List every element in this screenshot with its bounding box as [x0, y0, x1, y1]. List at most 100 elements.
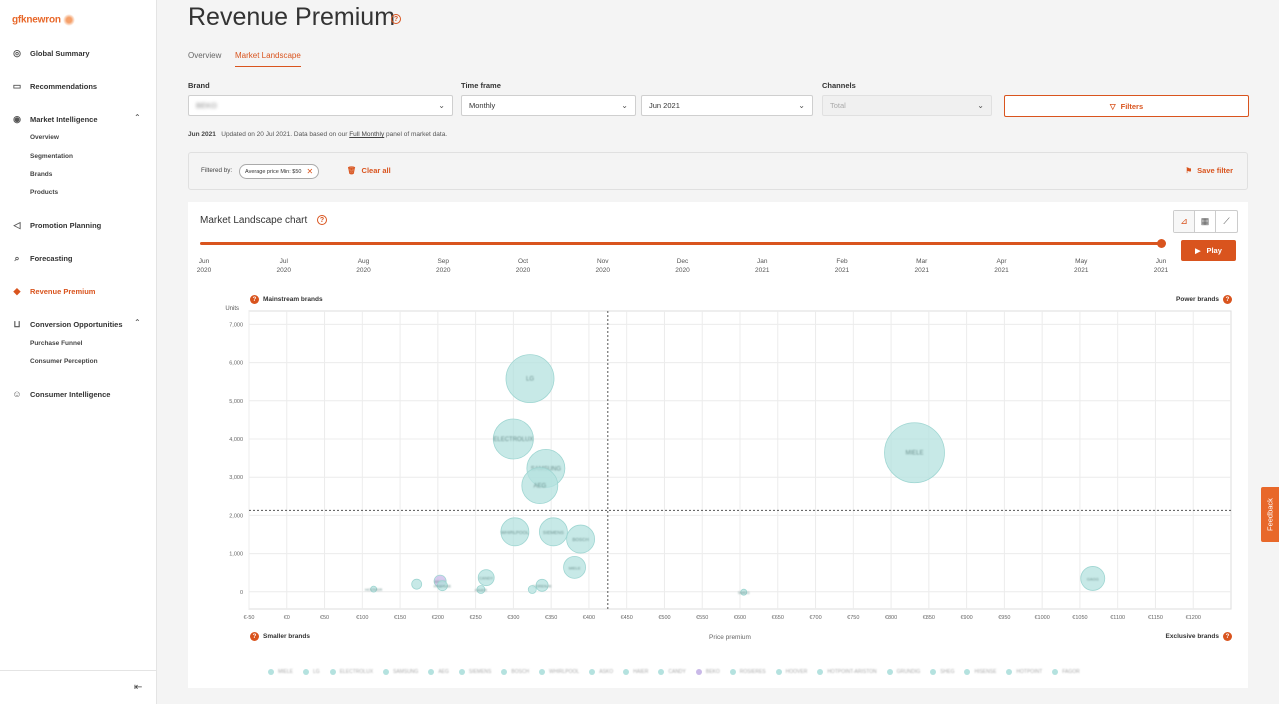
play-button[interactable]: ▶ Play	[1181, 240, 1236, 261]
collapse-left-icon[interactable]: ⇤	[134, 682, 143, 693]
legend-label: HOTPOINT-ARISTON	[827, 669, 877, 675]
save-filter-button[interactable]: ⚑ Save filter	[1185, 166, 1233, 175]
tab-overview[interactable]: Overview	[188, 51, 222, 60]
timeline-tick-year: 2020	[595, 267, 610, 274]
brand-bubble[interactable]	[370, 585, 378, 593]
timeline-tick[interactable]: Dec 2020	[668, 257, 698, 275]
legend-item[interactable]: BOSCH	[501, 669, 529, 675]
brand-bubble[interactable]	[436, 580, 448, 592]
help-icon[interactable]: ?	[1223, 295, 1232, 304]
brand-bubble[interactable]	[527, 585, 537, 594]
sidebar-subitem-brands[interactable]: Brands	[30, 171, 53, 178]
legend-item[interactable]: GRUNDIG	[886, 669, 920, 675]
timeline-tick[interactable]: May 2021	[1066, 257, 1096, 275]
brand-bubble[interactable]	[476, 585, 486, 594]
help-icon[interactable]: ?	[250, 632, 259, 641]
timeframe-select[interactable]: Monthly ⌄	[461, 95, 636, 116]
gfknewron-logo[interactable]: gfknewron	[12, 14, 75, 26]
timeline-tick-month: Dec	[676, 258, 689, 265]
x-tick-label: €900	[960, 615, 972, 621]
brand-bubble[interactable]	[492, 418, 534, 460]
legend-item[interactable]: FAGOR	[1052, 669, 1080, 675]
legend-item[interactable]: ELECTROLUX	[329, 669, 373, 675]
sidebar-item-revenue-premium[interactable]: ◆ Revenue Premium	[13, 285, 96, 296]
legend-item[interactable]: CANDY	[658, 669, 686, 675]
legend-item[interactable]: HOTPOINT	[1006, 669, 1042, 675]
legend-item[interactable]: HISENSE	[964, 669, 996, 675]
sidebar-subitem-segmentation[interactable]: Segmentation	[30, 153, 73, 160]
help-icon[interactable]: ?	[250, 295, 259, 304]
legend-item[interactable]: HAIER	[623, 669, 648, 675]
chevron-up-icon[interactable]: ⌃	[134, 113, 141, 122]
x-tick-label: €250	[469, 615, 481, 621]
sidebar-item-consumer-intelligence[interactable]: ☺ Consumer Intelligence	[12, 389, 111, 399]
table-view-icon[interactable]: ▦	[1195, 211, 1216, 232]
brand-bubble[interactable]	[539, 517, 568, 547]
period-select[interactable]: Jun 2021 ⌄	[641, 95, 813, 116]
brand-bubble[interactable]	[566, 524, 596, 554]
brand-bubble[interactable]	[521, 467, 559, 504]
help-icon[interactable]: ?	[1223, 632, 1232, 641]
chevron-up-icon[interactable]: ⌃	[134, 318, 141, 327]
legend-item[interactable]: ASKO	[589, 669, 613, 675]
brand-bubble[interactable]	[563, 555, 586, 579]
legend-item[interactable]: SHEG	[930, 669, 954, 675]
help-icon[interactable]: ?	[317, 215, 327, 225]
line-chart-view-icon[interactable]: ⟋	[1223, 216, 1230, 226]
legend-item[interactable]: LG	[303, 669, 320, 675]
sidebar-subitem-consumer-perception[interactable]: Consumer Perception	[30, 358, 98, 365]
timeline-tick[interactable]: Aug 2020	[349, 257, 379, 275]
sidebar-item-global-summary[interactable]: ◎ Global Summary	[13, 47, 90, 58]
sidebar-item-forecasting[interactable]: ⌕ Forecasting	[12, 253, 72, 263]
brand-bubble-label: SIEMENS	[543, 530, 564, 535]
sidebar-item-conversion-opportunities[interactable]: ⊔ Conversion Opportunities	[13, 318, 123, 329]
brand-bubble[interactable]	[477, 569, 495, 587]
legend-swatch	[729, 669, 736, 675]
brand-bubble[interactable]	[535, 578, 549, 592]
sidebar-subitem-overview[interactable]: Overview	[30, 134, 59, 141]
timeline-tick[interactable]: Oct 2020	[508, 257, 538, 275]
megaphone-icon: ◁	[13, 219, 21, 230]
tab-market-landscape[interactable]: Market Landscape	[235, 51, 301, 67]
feedback-tab[interactable]: Feedback	[1261, 487, 1279, 542]
sidebar-item-promotion-planning[interactable]: ◁ Promotion Planning	[13, 219, 102, 230]
timeline-tick[interactable]: Jul 2020	[269, 257, 299, 275]
legend-item[interactable]: SAMSUNG	[383, 669, 418, 675]
brand-select[interactable]: BEKO ⌄	[188, 95, 453, 116]
help-icon[interactable]: ?	[391, 14, 401, 24]
brand-bubble[interactable]	[411, 578, 423, 590]
timeline-tick[interactable]: Apr 2021	[987, 257, 1017, 275]
filter-chip[interactable]: Average price Min: $50 ✕	[239, 164, 320, 179]
clear-all-button[interactable]: 🗑 Clear all	[347, 166, 391, 175]
timeline-tick[interactable]: Nov 2020	[588, 257, 618, 275]
timeline-slider[interactable]	[200, 239, 1166, 248]
brand-bubble[interactable]	[884, 422, 945, 484]
legend-item[interactable]: AEG	[428, 669, 449, 675]
timeline-tick[interactable]: Jun 2020	[189, 257, 219, 275]
timeline-tick[interactable]: Sep 2020	[428, 257, 458, 275]
sidebar-subitem-purchase-funnel[interactable]: Purchase Funnel	[30, 340, 83, 347]
timeline-tick[interactable]: Jun 2021	[1146, 257, 1176, 275]
timeline-tick[interactable]: Mar 2021	[907, 257, 937, 275]
brand-bubble[interactable]	[505, 354, 555, 404]
sidebar-subitem-products[interactable]: Products	[30, 189, 59, 196]
legend-item[interactable]: ROSIERES	[729, 669, 766, 675]
legend-item[interactable]: BEKO	[695, 669, 720, 675]
brand-bubble[interactable]	[500, 517, 530, 547]
sidebar-item-market-intelligence[interactable]: ◉ Market Intelligence	[13, 113, 98, 124]
legend-item[interactable]: HOOVER	[775, 669, 807, 675]
timeline-handle[interactable]	[1157, 239, 1166, 248]
bubble-chart-view-icon[interactable]: ⊿	[1174, 211, 1195, 232]
legend-item[interactable]: SIEMENS	[458, 669, 491, 675]
timeline-tick[interactable]: Jan 2021	[747, 257, 777, 275]
close-icon[interactable]: ✕	[306, 167, 314, 176]
full-monthly-link[interactable]: Full Monthly	[349, 131, 385, 138]
sidebar-item-recommendations[interactable]: ▭ Recommendations	[12, 80, 98, 91]
brand-bubble[interactable]	[740, 588, 748, 596]
legend-item[interactable]: HOTPOINT-ARISTON	[817, 669, 877, 675]
timeline-tick[interactable]: Feb 2021	[827, 257, 857, 275]
legend-item[interactable]: WHIRLPOOL	[539, 669, 579, 675]
legend-item[interactable]: MIELE	[268, 669, 293, 675]
filters-button[interactable]: ▽ Filters	[1004, 95, 1249, 117]
brand-bubble[interactable]	[1080, 566, 1106, 591]
